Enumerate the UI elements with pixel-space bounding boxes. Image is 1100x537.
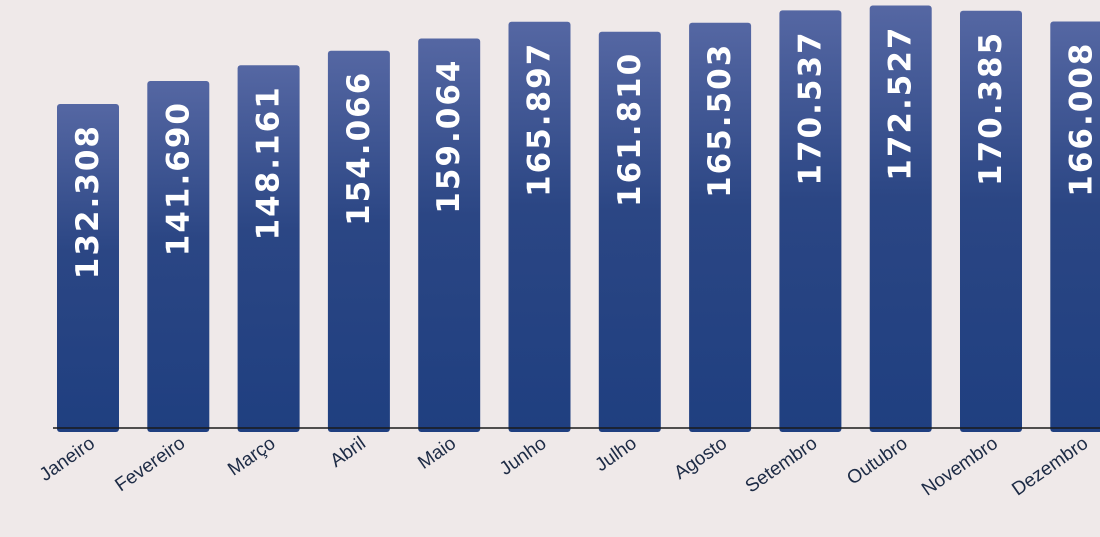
value-label: 132.308 xyxy=(70,124,106,279)
bar-abril xyxy=(327,50,390,432)
value-label: 165.897 xyxy=(522,42,558,197)
value-label: 166.008 xyxy=(1063,42,1099,197)
category-label: Fevereiro xyxy=(111,433,189,496)
category-label: Novembro xyxy=(918,433,1002,500)
value-label: 154.066 xyxy=(341,71,377,226)
bar-agosto xyxy=(689,22,752,432)
category-label: Julho xyxy=(591,433,640,476)
bar-julho xyxy=(598,31,661,433)
value-label: 165.503 xyxy=(702,43,738,198)
value-label: 159.064 xyxy=(431,59,467,214)
category-label: Maio xyxy=(414,433,460,474)
bar-fevereiro xyxy=(147,81,210,432)
bar-janeiro xyxy=(57,104,119,432)
value-label: 141.690 xyxy=(160,101,196,256)
bar-setembro xyxy=(779,10,842,433)
bar-maio xyxy=(418,38,481,432)
category-label: Agosto xyxy=(670,433,731,484)
category-label: Março xyxy=(224,433,279,480)
value-labels-layer: 132.308 141.690 148.161 154.066 159.064 165.8… xyxy=(70,26,1099,280)
value-label: 148.161 xyxy=(251,85,287,240)
value-label: 170.537 xyxy=(792,30,828,185)
category-label: Abril xyxy=(327,433,370,472)
category-label: Dezembro xyxy=(1008,433,1092,500)
bars-layer xyxy=(57,5,1100,433)
value-label: 170.385 xyxy=(973,31,1009,186)
category-labels-layer: Janeiro Fevereiro Março Abril Maio Junho Julho… xyxy=(36,433,1092,500)
category-label: Outubro xyxy=(843,433,911,490)
bar-dezembro xyxy=(1050,21,1100,432)
bar-junho xyxy=(508,21,571,432)
bar-março xyxy=(237,65,300,432)
category-label: Junho xyxy=(496,433,550,480)
bar-novembro xyxy=(960,10,1022,433)
value-label: 172.527 xyxy=(883,26,919,181)
value-label: 161.810 xyxy=(612,52,648,207)
bar-outubro xyxy=(869,5,932,432)
category-label: Janeiro xyxy=(36,433,99,486)
category-label: Setembro xyxy=(742,433,822,497)
